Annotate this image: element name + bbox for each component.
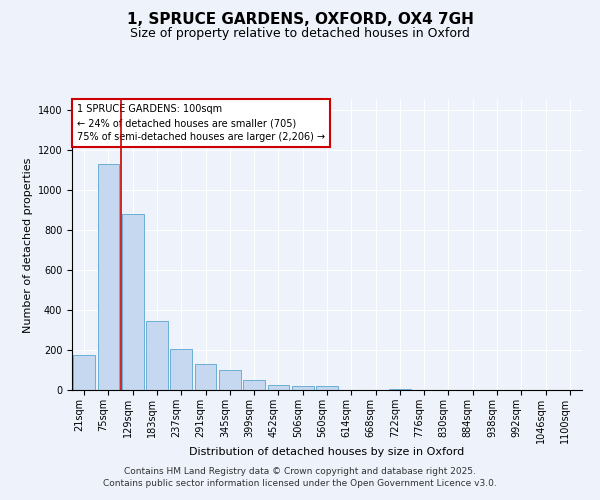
X-axis label: Distribution of detached houses by size in Oxford: Distribution of detached houses by size …: [190, 447, 464, 457]
Bar: [194, 364, 217, 390]
Bar: [389, 389, 411, 390]
Bar: [292, 386, 314, 390]
Bar: [170, 349, 192, 390]
Bar: [243, 380, 265, 390]
Bar: [146, 321, 168, 390]
Text: 1, SPRUCE GARDENS, OXFORD, OX4 7GH: 1, SPRUCE GARDENS, OXFORD, OX4 7GH: [127, 12, 473, 28]
Bar: [268, 385, 289, 390]
Bar: [316, 386, 338, 390]
Bar: [219, 370, 241, 390]
Text: Size of property relative to detached houses in Oxford: Size of property relative to detached ho…: [130, 28, 470, 40]
Bar: [73, 355, 95, 390]
Bar: [122, 214, 143, 390]
Y-axis label: Number of detached properties: Number of detached properties: [23, 158, 34, 332]
Text: Contains HM Land Registry data © Crown copyright and database right 2025.
Contai: Contains HM Land Registry data © Crown c…: [103, 466, 497, 487]
Text: 1 SPRUCE GARDENS: 100sqm
← 24% of detached houses are smaller (705)
75% of semi-: 1 SPRUCE GARDENS: 100sqm ← 24% of detach…: [77, 104, 325, 142]
Bar: [97, 164, 119, 390]
